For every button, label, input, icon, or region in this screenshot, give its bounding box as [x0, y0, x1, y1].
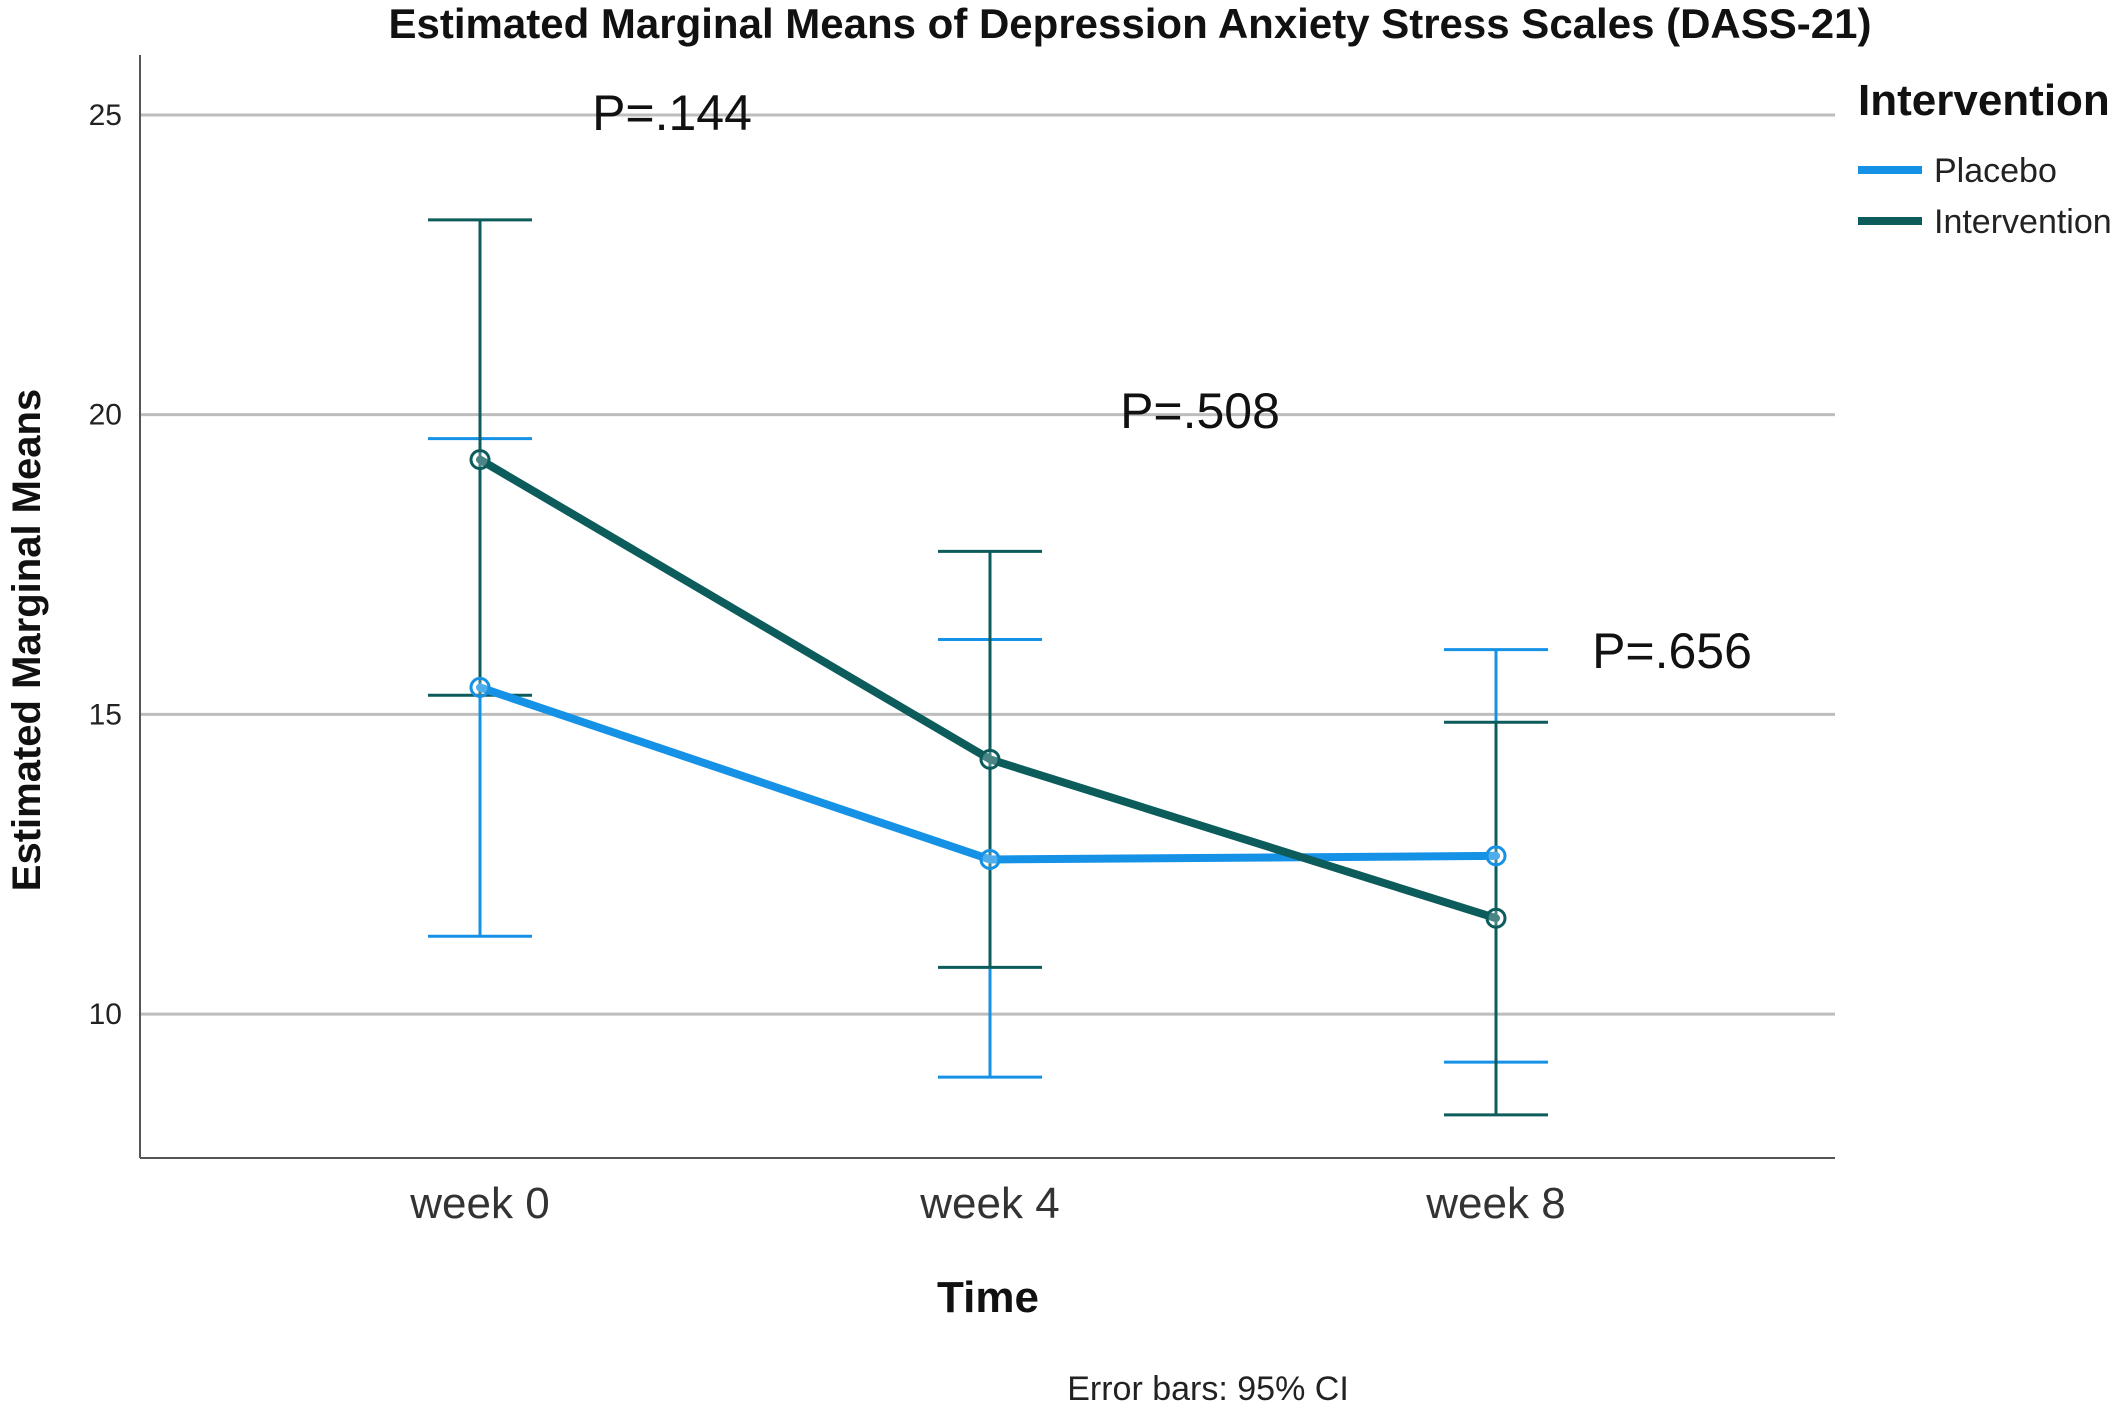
x-axis-title: Time — [937, 1273, 1039, 1322]
data-point — [979, 748, 1001, 770]
legend-title: Intervention — [1858, 76, 2110, 125]
data-point — [1485, 907, 1507, 929]
legend-label: Intervention — [1934, 203, 2112, 241]
p-value-annotation: P=.508 — [1120, 383, 1280, 439]
y-tick-label: 15 — [89, 698, 122, 731]
chart-title: Estimated Marginal Means of Depression A… — [389, 0, 1872, 47]
series-line-intervention — [476, 455, 1500, 923]
data-point — [469, 449, 491, 471]
x-tick-label: week 0 — [409, 1179, 549, 1228]
y-tick-label: 25 — [89, 99, 122, 132]
data-point — [469, 676, 491, 698]
data-point — [1485, 845, 1507, 867]
legend-label: Placebo — [1934, 152, 2057, 190]
x-tick-label: week 8 — [1425, 1179, 1565, 1228]
footnote: Error bars: 95% CI — [1067, 1370, 1349, 1407]
y-tick-label: 10 — [89, 998, 122, 1031]
p-value-annotation: P=.656 — [1592, 623, 1752, 679]
p-value-annotation: P=.144 — [592, 85, 752, 141]
x-tick-label: week 4 — [919, 1179, 1059, 1228]
series-line-placebo — [476, 683, 1500, 864]
y-axis-title: Estimated Marginal Means — [5, 389, 49, 891]
data-point — [979, 848, 1001, 870]
y-tick-label: 20 — [89, 399, 122, 432]
